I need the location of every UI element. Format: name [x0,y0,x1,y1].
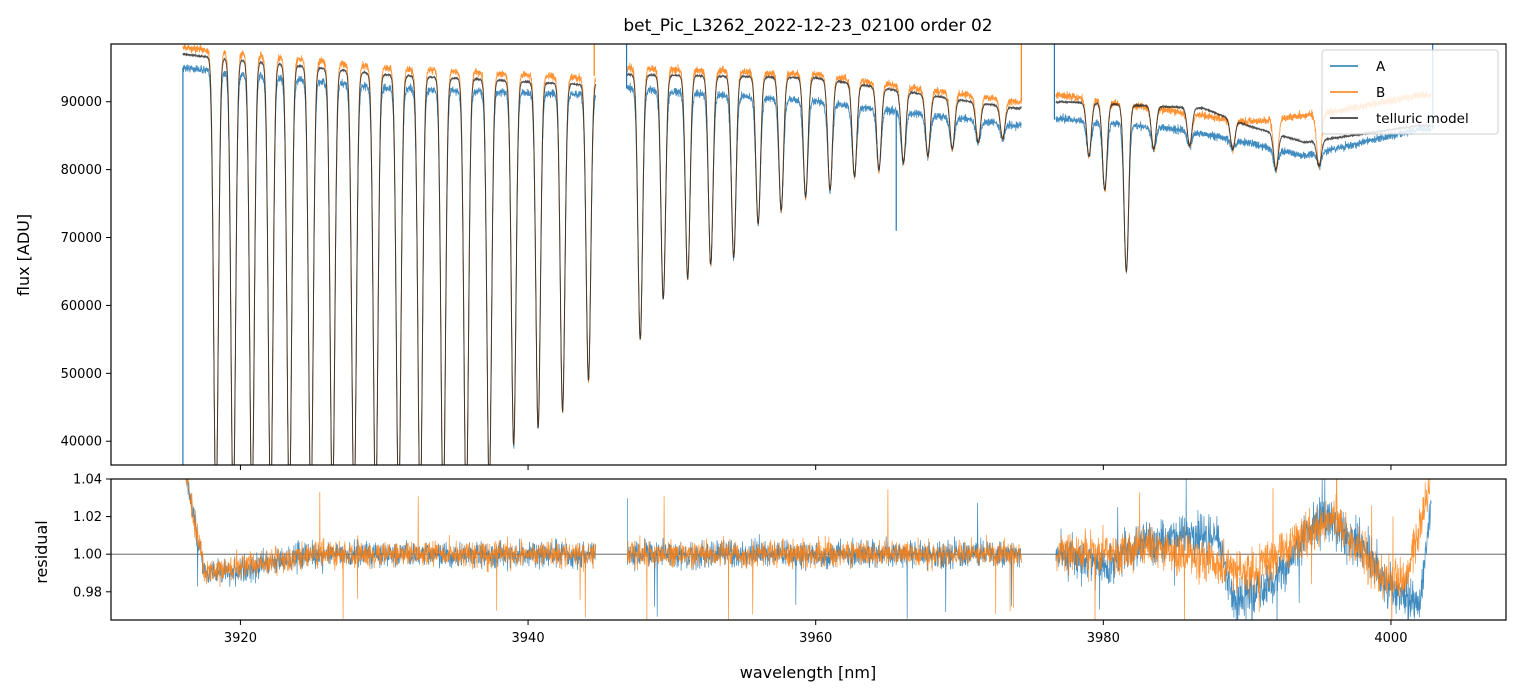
flux-y-axis: 40000 50000 60000 70000 80000 90000 [61,95,111,450]
residual-y-tick-label: 1.04 [73,473,102,488]
residual-y-tick-label: 1.00 [73,548,102,563]
legend-label-telluric-model: telluric model [1376,111,1469,127]
legend-label-b: B [1376,85,1385,101]
flux-y-tick-label: 50000 [61,367,102,382]
flux-y-tick-label: 80000 [61,163,102,178]
residual-y-tick-label: 0.98 [73,585,102,600]
residual-plot-frame [110,478,1507,621]
flux-y-tick-label: 70000 [61,231,102,246]
flux-plot-frame [110,43,1507,466]
flux-series-group [182,44,1434,465]
x-tick-label: 4000 [1374,631,1407,646]
x-tick-label: 3920 [224,631,257,646]
residual-series-b [185,479,1431,620]
residual-y-tick-label: 1.02 [73,510,102,525]
flux-y-axis-label: flux [ADU] [14,214,33,296]
residual-series-group [111,479,1506,620]
flux-y-tick-label: 40000 [61,435,102,450]
flux-panel: 40000 50000 60000 70000 80000 90000 flux [ADU… [14,43,1507,470]
residual-y-axis-label: residual [32,520,51,583]
residual-y-axis: 0.98 1.00 1.02 1.04 [73,473,111,600]
residual-x-axis: 3920 3940 3960 3980 4000 [224,620,1407,646]
x-tick-label: 3960 [799,631,832,646]
flux-x-ticks [239,465,1392,470]
legend-box [1321,49,1499,135]
x-tick-label: 3940 [512,631,545,646]
chart-title: bet_Pic_L3262_2022-12-23_02100 order 02 [623,16,992,36]
flux-y-tick-label: 90000 [61,95,102,110]
legend: A B telluric model [1321,49,1499,135]
residual-panel: 0.98 1.00 1.02 1.04 3920 3940 3960 3980 4000 re… [32,473,1507,682]
x-axis-label: wavelength [nm] [740,663,877,682]
x-tick-label: 3980 [1087,631,1120,646]
flux-y-tick-label: 60000 [61,299,102,314]
legend-label-a: A [1376,59,1386,75]
flux-series-a [182,64,1432,465]
